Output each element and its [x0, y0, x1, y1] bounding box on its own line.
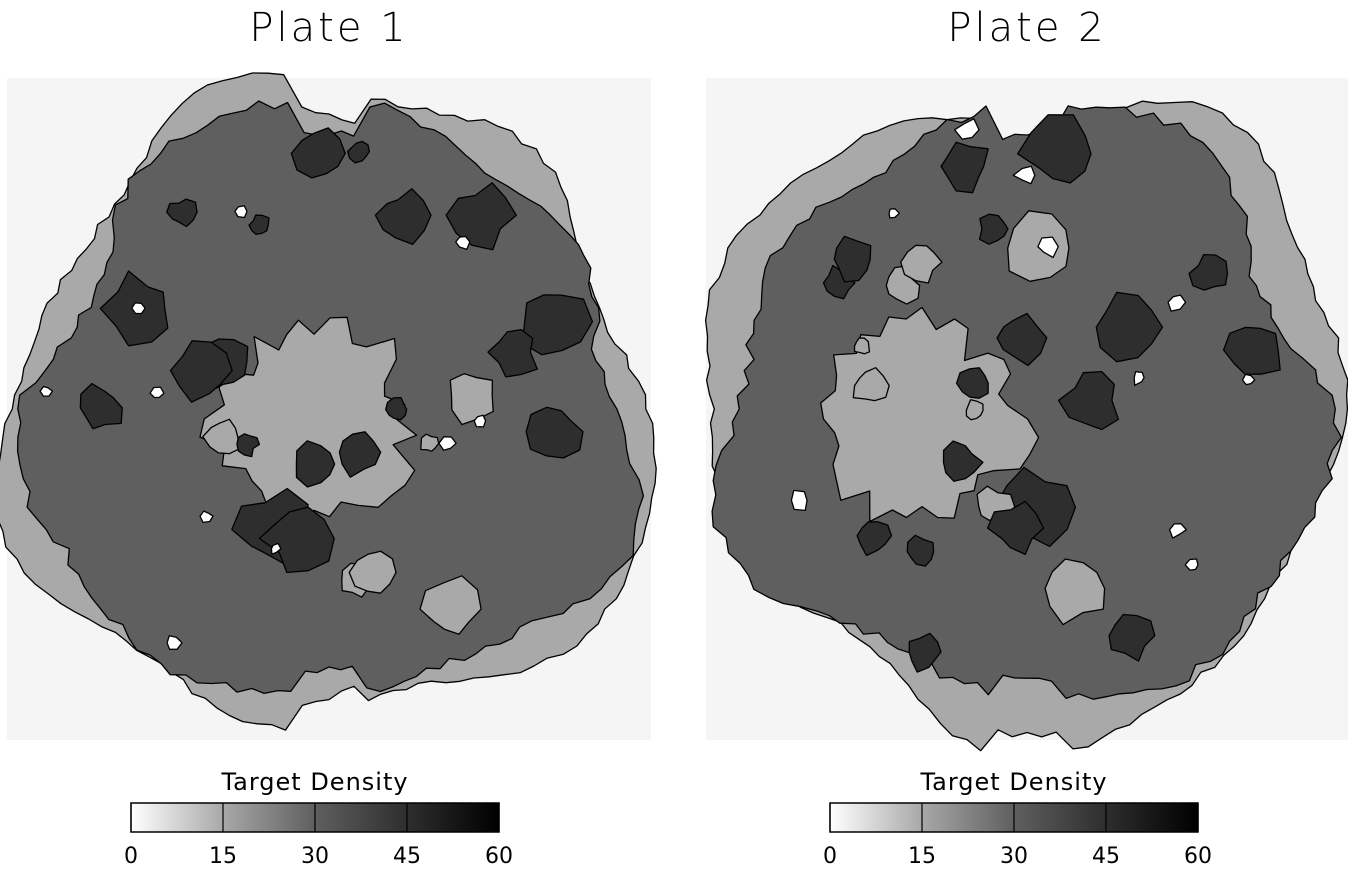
- contour-region: [996, 312, 1048, 367]
- contour-region: [131, 302, 146, 315]
- contour-region: [888, 208, 900, 219]
- colorbar-tick-label: 60: [485, 844, 513, 869]
- colorbar-tick-label: 30: [301, 844, 329, 869]
- contour-region: [1095, 291, 1164, 363]
- contour-region: [856, 521, 893, 557]
- contour-region: [1012, 165, 1036, 185]
- contour-band: [199, 316, 418, 525]
- contour-region: [455, 235, 471, 251]
- contour-region: [986, 500, 1045, 556]
- contour-region: [487, 328, 538, 378]
- contour-region: [39, 385, 54, 397]
- contour-band: [820, 306, 1040, 523]
- contour-region: [953, 118, 980, 140]
- contour-region: [347, 140, 371, 164]
- colorbar-tick-label: 15: [908, 844, 936, 869]
- colorbar-label: Target Density: [919, 768, 1107, 796]
- plot: [704, 78, 1348, 752]
- contour-region: [1222, 326, 1281, 375]
- contour-region: [900, 244, 943, 284]
- contour-region: [348, 550, 397, 594]
- colorbar-tick-label: 15: [209, 844, 237, 869]
- contour-region: [236, 433, 261, 458]
- contour-region: [290, 127, 346, 179]
- contour-region: [521, 294, 594, 356]
- contour-region: [1016, 114, 1092, 184]
- contour-region: [833, 235, 872, 283]
- contour-region: [965, 399, 984, 421]
- contour-region: [1037, 236, 1059, 259]
- colorbar-tick-label: 60: [1184, 844, 1212, 869]
- contour-region: [79, 382, 123, 430]
- contour-region: [166, 198, 198, 228]
- contour-region: [374, 188, 432, 246]
- contour-region: [525, 406, 584, 459]
- contour-region: [1108, 613, 1156, 662]
- contour-region: [385, 396, 408, 421]
- plot: [0, 72, 657, 740]
- chart-title: Plate 1: [249, 5, 408, 51]
- contour-region: [199, 510, 214, 524]
- chart-title: Plate 2: [947, 5, 1106, 51]
- contour-region: [473, 414, 487, 428]
- contour-region: [955, 367, 989, 399]
- contour-region: [338, 431, 382, 478]
- contour-region: [906, 534, 935, 567]
- contour-region: [978, 213, 1009, 245]
- contour-region: [1044, 558, 1106, 626]
- contour-region: [438, 436, 457, 451]
- colorbar-tick-label: 30: [1000, 844, 1028, 869]
- contour-region: [940, 141, 989, 194]
- contour-region: [149, 386, 165, 399]
- contour-region: [202, 418, 241, 455]
- contour-region: [790, 489, 808, 512]
- contour-region: [420, 433, 440, 452]
- contour-region: [1167, 294, 1187, 312]
- contour-region: [1168, 523, 1187, 539]
- contour-region: [852, 367, 890, 402]
- contour-region: [1241, 373, 1256, 386]
- contour-region: [169, 340, 233, 403]
- contour-region: [234, 205, 248, 219]
- colorbar-tick-label: 0: [823, 844, 837, 869]
- contour-region: [419, 575, 482, 635]
- colorbar-tick-label: 0: [124, 844, 138, 869]
- contour-region: [942, 440, 984, 482]
- contour-region: [295, 440, 336, 488]
- contour-region: [853, 337, 871, 355]
- contour-region: [1188, 253, 1229, 291]
- contour-region: [1184, 558, 1199, 571]
- contour-region: [248, 214, 270, 235]
- contour-region: [270, 542, 282, 555]
- contour-region: [258, 506, 335, 574]
- contour-region: [1133, 371, 1145, 386]
- contour-region: [166, 635, 183, 650]
- colorbar-tick-label: 45: [1092, 844, 1120, 869]
- contour-region: [445, 182, 517, 251]
- contour-region: [1057, 370, 1120, 431]
- colorbar-label: Target Density: [220, 768, 408, 796]
- contour-region: [908, 632, 942, 673]
- colorbar-tick-label: 45: [393, 844, 421, 869]
